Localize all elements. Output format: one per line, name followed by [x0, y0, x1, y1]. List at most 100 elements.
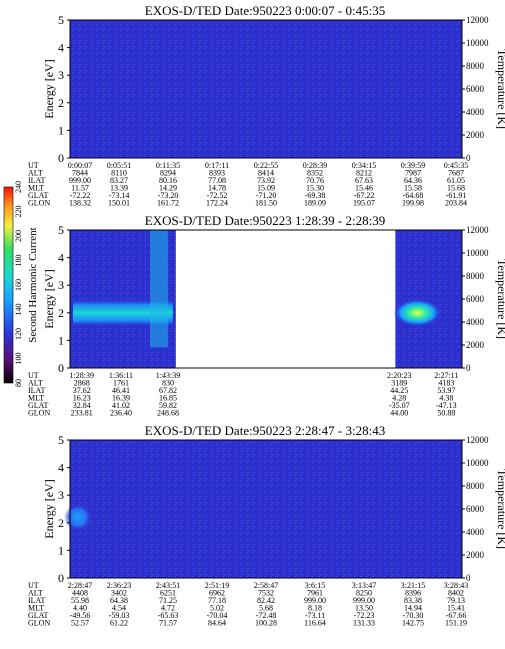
orbit-cell: 203.84: [445, 199, 467, 208]
orbit-cell: 2:28:47: [68, 581, 92, 590]
colorbar-tick-label: 220: [14, 206, 23, 218]
orbit-cell: 1:28:39: [70, 371, 94, 380]
orbit-cell: 4408: [72, 589, 88, 598]
y-tick-label: 1: [58, 543, 64, 557]
orbit-cell: 61.05: [447, 176, 465, 185]
orbit-cell: 61.22: [110, 619, 128, 628]
orbit-cell: 181.50: [255, 199, 277, 208]
orbit-cell: 13.39: [110, 184, 128, 193]
y2-tick-label: 8000: [466, 481, 485, 491]
orbit-cell: 32.84: [73, 401, 91, 410]
y2-tick-label: 4000: [466, 107, 485, 117]
orbit-cell: 999.00: [69, 176, 91, 185]
orbit-cell: 11.57: [71, 184, 89, 193]
chart-panel-2: EXOS-D/TED Date:950223 1:28:39 - 2:28:39…: [28, 213, 505, 418]
chart-title: EXOS-D/TED Date:950223 1:28:39 - 2:28:39: [145, 213, 385, 228]
orbit-row-label: ALT: [28, 589, 43, 598]
orbit-cell: 4183: [438, 379, 454, 388]
orbit-cell: 14.78: [208, 184, 226, 193]
orbit-cell: 59.82: [159, 401, 177, 410]
colorbar-label: Second Harmonic Current: [27, 227, 39, 342]
orbit-row-label: GLAT: [28, 191, 49, 200]
y2-tick-label: 12000: [466, 435, 489, 445]
orbit-cell: 15.68: [447, 184, 465, 193]
orbit-cell: 4.28: [392, 394, 406, 403]
orbit-cell: -70.04: [207, 611, 228, 620]
orbit-cell: 2:20:23: [387, 371, 411, 380]
chart-title: EXOS-D/TED Date:950223 0:00:07 - 0:45:35: [145, 3, 385, 18]
y-tick-label: 5: [58, 223, 64, 237]
orbit-row-label: UT: [28, 371, 39, 380]
y2-tick-label: 0: [466, 153, 471, 163]
orbit-cell: 73.92: [257, 176, 275, 185]
orbit-cell: 8393: [209, 169, 225, 178]
orbit-cell: 37.62: [73, 386, 91, 395]
orbit-cell: 44.25: [390, 386, 408, 395]
orbit-cell: 13.50: [355, 604, 373, 613]
y-tick-label: 0: [58, 361, 64, 375]
orbit-cell: 1761: [113, 379, 129, 388]
y-tick-label: 3: [58, 68, 64, 82]
orbit-row-label: MLT: [28, 604, 44, 613]
orbit-cell: 8212: [356, 169, 372, 178]
orbit-cell: 4.54: [112, 604, 126, 613]
y-tick-label: 2: [58, 96, 64, 110]
colorbar-tick-label: 160: [14, 279, 23, 291]
y-tick-label: 2: [58, 516, 64, 530]
orbit-cell: 199.98: [402, 199, 424, 208]
y-tick-label: 5: [58, 13, 64, 27]
chart-panel-1: EXOS-D/TED Date:950223 0:00:07 - 0:45:35…: [28, 3, 505, 208]
orbit-cell: 79.13: [447, 596, 465, 605]
orbit-cell: 2:51:19: [205, 581, 229, 590]
orbit-cell: -67.66: [446, 611, 467, 620]
orbit-cell: 71.25: [159, 596, 177, 605]
y2-axis-label: Temperature [K]: [495, 259, 505, 339]
colorbar-tick-label: 180: [14, 255, 23, 267]
orbit-cell: 16.85: [159, 394, 177, 403]
y2-tick-label: 10000: [466, 248, 489, 258]
orbit-cell: 41.02: [112, 401, 130, 410]
y-tick-label: 3: [58, 278, 64, 292]
orbit-cell: 3:13:47: [352, 581, 376, 590]
orbit-cell: 64.36: [404, 176, 422, 185]
colorbar-tick-label: 80: [14, 379, 23, 387]
y-axis-label: Energy [eV]: [42, 59, 56, 118]
orbit-cell: 4.72: [161, 604, 175, 613]
orbit-cell: 77.18: [208, 596, 226, 605]
orbit-cell: -47.13: [436, 401, 457, 410]
orbit-cell: -61.91: [446, 191, 467, 200]
y2-tick-label: 10000: [466, 38, 489, 48]
orbit-cell: 14.29: [159, 184, 177, 193]
orbit-row-label: ALT: [28, 169, 43, 178]
y-tick-label: 1: [58, 333, 64, 347]
orbit-row-label: ALT: [28, 379, 43, 388]
orbit-cell: 44.00: [390, 409, 408, 418]
y2-tick-label: 4000: [466, 527, 485, 537]
orbit-row-label: GLAT: [28, 611, 49, 620]
orbit-cell: 8110: [111, 169, 127, 178]
orbit-cell: 195.07: [353, 199, 375, 208]
orbit-cell: 8414: [258, 169, 274, 178]
intensity-burst: [150, 230, 168, 348]
colorbar-tick-label: 240: [14, 181, 23, 193]
orbit-cell: 2:36:23: [107, 581, 131, 590]
orbit-cell: 77.08: [208, 176, 226, 185]
orbit-cell: 4.38: [439, 394, 453, 403]
colorbar: 240 220 200 180 160 140 120 100 80 Second Harmoni…: [3, 181, 39, 387]
colorbar-tick-label: 100: [14, 353, 23, 365]
orbit-cell: 4.40: [73, 604, 87, 613]
orbit-cell: 8402: [448, 589, 464, 598]
y-axis-label: Energy [eV]: [42, 479, 56, 538]
orbit-cell: 0:39:59: [401, 161, 425, 170]
orbit-cell: 6962: [209, 589, 225, 598]
intensity-peak: [393, 299, 442, 327]
orbit-cell: 8294: [160, 169, 176, 178]
orbit-cell: 8396: [405, 589, 421, 598]
y2-tick-label: 2000: [466, 130, 485, 140]
orbit-row-label: ILAT: [28, 386, 45, 395]
orbit-cell: 8.18: [308, 604, 322, 613]
orbit-cell: 236.40: [110, 409, 132, 418]
orbit-cell: 189.09: [304, 199, 326, 208]
orbit-cell: -67.22: [354, 191, 375, 200]
